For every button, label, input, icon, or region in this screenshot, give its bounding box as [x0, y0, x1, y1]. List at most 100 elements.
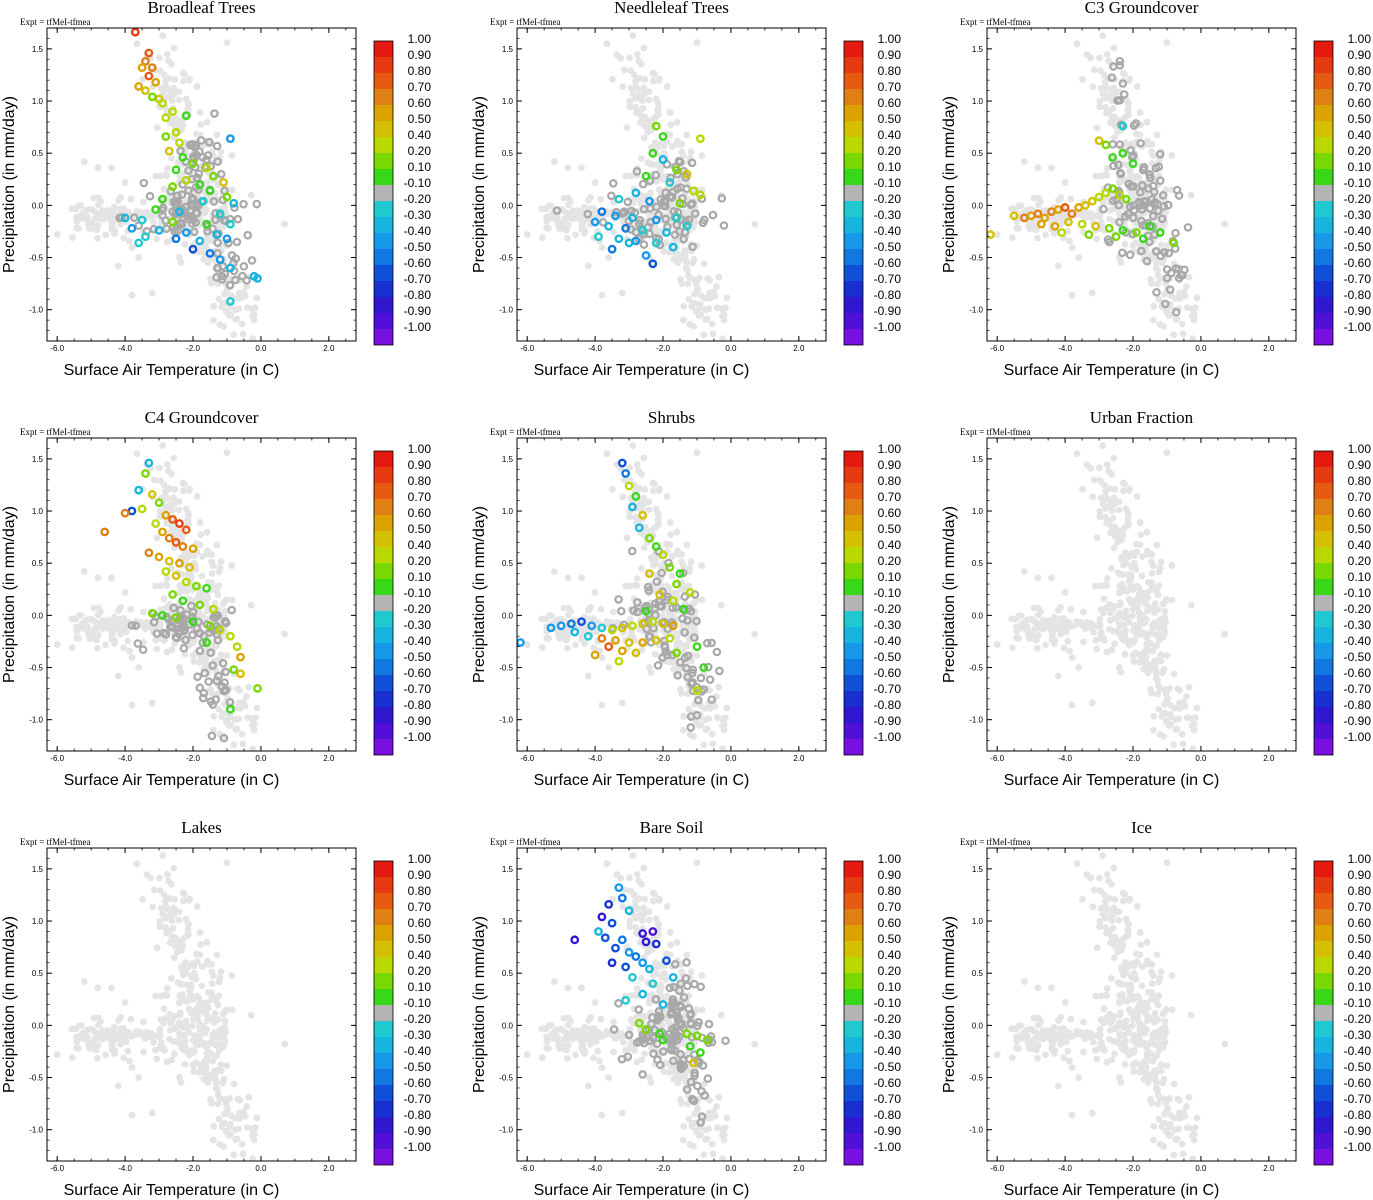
background-point	[180, 211, 188, 219]
background-point	[1120, 613, 1127, 621]
background-point	[625, 1032, 633, 1040]
background-point	[1101, 103, 1109, 111]
background-point	[176, 1073, 183, 1081]
background-point	[148, 214, 155, 222]
neutral-point	[225, 214, 235, 224]
background-point	[195, 1041, 203, 1049]
background-point	[175, 498, 183, 506]
background-point	[1115, 589, 1123, 597]
background-point	[658, 227, 666, 235]
background-point	[631, 991, 639, 999]
background-point	[163, 1058, 171, 1066]
y-tick-label: 0.0	[502, 611, 514, 620]
background-point	[163, 913, 171, 921]
background-point	[550, 621, 558, 629]
background-point	[580, 613, 588, 621]
background-point	[190, 559, 198, 567]
background-point	[194, 215, 202, 222]
neutral-point	[684, 604, 694, 613]
neutral-point	[663, 650, 672, 660]
background-point	[141, 1035, 149, 1042]
neutral-point	[643, 222, 653, 232]
background-point	[170, 454, 178, 462]
background-point	[1121, 70, 1128, 78]
background-point	[636, 1010, 643, 1018]
neutral-point	[182, 610, 192, 619]
background-point	[177, 599, 184, 607]
background-point	[211, 662, 219, 670]
y-tick-label: -0.5	[969, 664, 983, 673]
background-point	[636, 895, 643, 902]
background-point	[717, 1011, 725, 1019]
colorbar-swatch	[374, 185, 393, 201]
background-point	[671, 1058, 679, 1066]
background-point	[1163, 39, 1171, 47]
colorbar-label: 0.80	[878, 474, 902, 488]
background-point	[1034, 214, 1041, 222]
background-point	[660, 960, 668, 968]
neutral-point	[1103, 235, 1113, 244]
background-point	[683, 997, 690, 1005]
background-point	[538, 1054, 546, 1062]
colorbar-label: 0.80	[1348, 474, 1372, 488]
background-point	[700, 741, 708, 749]
neutral-point	[668, 187, 678, 197]
background-point	[223, 696, 231, 704]
background-point	[1156, 221, 1163, 228]
background-point	[1105, 107, 1113, 115]
background-point	[206, 194, 213, 202]
background-point	[1123, 142, 1131, 150]
background-point	[168, 565, 175, 572]
neutral-point	[219, 733, 229, 743]
background-point	[1119, 635, 1127, 643]
background-point	[680, 302, 688, 310]
neutral-point	[1170, 244, 1180, 253]
background-point	[1061, 618, 1069, 625]
neutral-point	[1164, 248, 1174, 258]
neutral-point	[206, 624, 216, 634]
neutral-point	[159, 628, 169, 638]
background-point	[77, 1022, 85, 1030]
background-point	[636, 600, 643, 608]
background-point	[646, 1073, 653, 1081]
background-point	[564, 1041, 572, 1049]
background-point	[613, 1029, 620, 1036]
neutral-point	[1129, 121, 1139, 130]
background-point	[196, 109, 204, 116]
background-point	[655, 161, 662, 169]
background-point	[679, 663, 687, 671]
background-point	[563, 619, 571, 627]
background-point	[210, 302, 218, 310]
background-point	[560, 604, 568, 612]
background-point	[181, 146, 189, 154]
background-point	[620, 886, 628, 894]
background-point	[662, 218, 669, 226]
background-point	[551, 1028, 558, 1036]
neutral-point	[192, 624, 202, 633]
background-point	[697, 292, 705, 300]
background-point	[121, 589, 129, 596]
background-point	[160, 595, 168, 603]
background-point	[632, 194, 640, 202]
background-point	[190, 1068, 198, 1075]
neutral-point	[678, 193, 687, 203]
background-point	[222, 280, 230, 287]
background-point	[663, 950, 670, 958]
background-point	[163, 460, 171, 468]
background-point	[195, 631, 203, 639]
background-point	[645, 88, 653, 96]
panel-title: Shrubs	[648, 408, 695, 427]
background-point	[1096, 477, 1104, 485]
background-point	[654, 517, 662, 524]
background-point	[97, 608, 104, 615]
background-point	[678, 176, 686, 184]
background-point	[154, 621, 162, 629]
colorbar-swatch	[374, 739, 393, 755]
background-point	[1135, 174, 1143, 182]
background-point	[1057, 205, 1064, 213]
background-point	[590, 205, 597, 212]
background-point	[197, 1037, 205, 1045]
background-point	[1107, 199, 1114, 207]
background-point	[584, 624, 592, 632]
background-point	[684, 1086, 691, 1094]
